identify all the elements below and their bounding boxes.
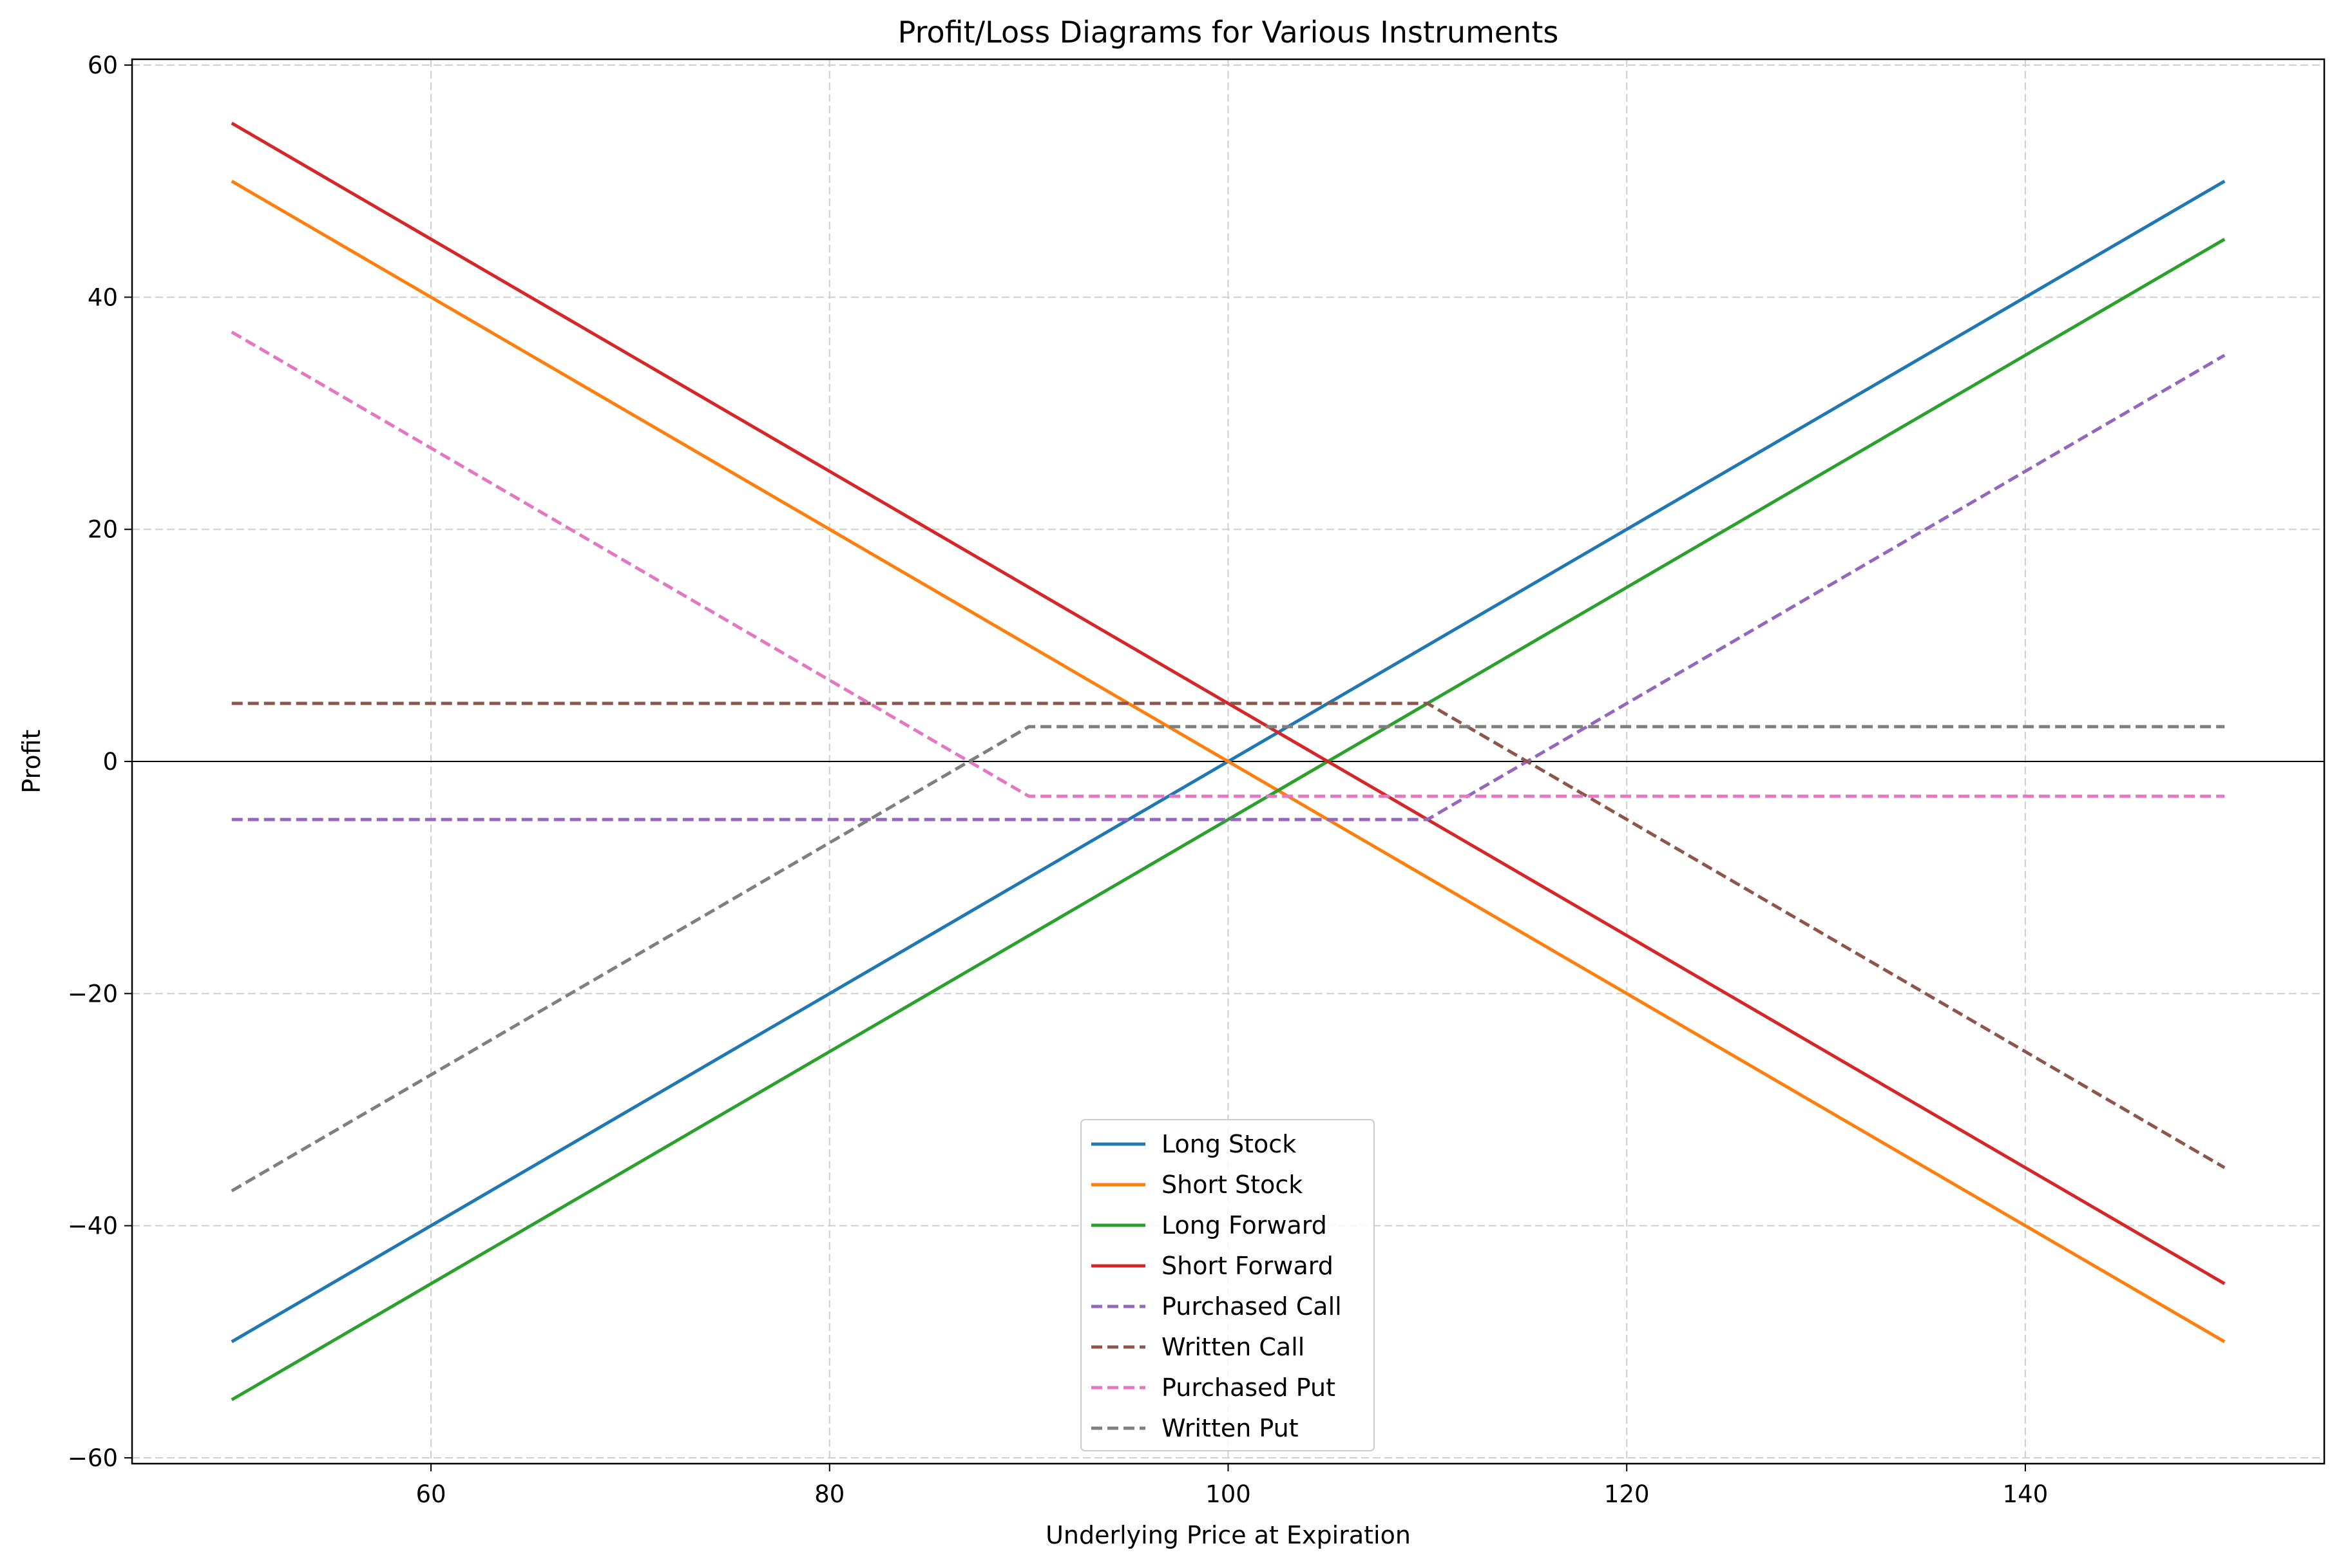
x-tick-label: 100	[1205, 1480, 1251, 1508]
legend-label: Written Call	[1161, 1333, 1304, 1361]
x-tick-label: 120	[1604, 1480, 1650, 1508]
y-tick-label: −40	[68, 1212, 118, 1240]
x-tick-label: 80	[814, 1480, 845, 1508]
x-tick-label: 140	[2003, 1480, 2049, 1508]
series-line-written-put	[231, 725, 2225, 1192]
legend: Long Stock Short Stock Long Forward Short F…	[1080, 1119, 1375, 1451]
series-lines	[231, 121, 2226, 1402]
x-tick-label: 60	[416, 1480, 446, 1508]
legend-label: Purchased Put	[1161, 1373, 1335, 1402]
x-axis-title: Underlying Price at Expiration	[1046, 1521, 1411, 1549]
axis-ticks: 60 80 100 120 140 −60 −40 −20 0 20 40 60	[68, 52, 2048, 1508]
y-tick-label: −20	[68, 980, 118, 1008]
y-axis-title: Profit	[17, 729, 46, 793]
series-line-long-forward	[231, 238, 2226, 1402]
legend-label: Long Stock	[1161, 1130, 1296, 1158]
y-tick-label: 0	[102, 748, 118, 776]
legend-label: Long Forward	[1161, 1211, 1327, 1239]
y-tick-label: 20	[88, 516, 118, 544]
y-tick-label: −60	[68, 1444, 118, 1472]
legend-label: Short Forward	[1161, 1252, 1333, 1280]
series-line-purchased-put	[231, 330, 2225, 798]
series-line-short-forward	[231, 121, 2226, 1285]
chart-title: Profit/Loss Diagrams for Various Instrum…	[898, 15, 1559, 50]
legend-label: Written Put	[1161, 1414, 1299, 1442]
y-tick-label: 60	[88, 52, 118, 79]
legend-label: Short Stock	[1161, 1171, 1303, 1199]
series-line-short-stock	[231, 180, 2226, 1343]
y-tick-label: 40	[88, 283, 118, 311]
series-line-written-call	[231, 702, 2226, 1169]
legend-box	[1080, 1119, 1375, 1451]
legend-label: Purchased Call	[1161, 1292, 1342, 1321]
series-line-purchased-call	[231, 354, 2226, 821]
